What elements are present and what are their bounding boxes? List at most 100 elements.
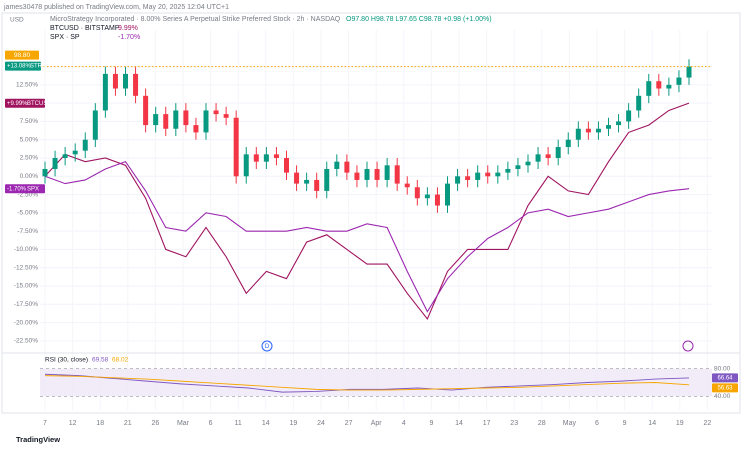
candle-body: [445, 183, 450, 206]
candle-body: [193, 125, 199, 133]
x-tick-label: 24: [317, 420, 325, 427]
y-tick-label: -2.50%: [17, 191, 38, 198]
candle-body: [515, 165, 521, 169]
candle-body: [555, 147, 561, 158]
event-marker-label: D: [265, 344, 270, 350]
candle-body: [203, 110, 209, 133]
rsi-badge: [712, 373, 738, 383]
candle-body: [455, 176, 461, 184]
x-tick-label: 21: [124, 420, 132, 427]
candle-body: [334, 161, 340, 169]
y-tick-label: -20.00%: [14, 319, 38, 326]
series-badge-name: SPX: [27, 186, 39, 192]
y-tick-label: -15.00%: [14, 283, 38, 290]
candle-body: [646, 81, 652, 96]
rsi-legend-value: 69.58: [92, 357, 109, 364]
x-tick-label: 28: [538, 420, 546, 427]
candle-body: [535, 154, 541, 162]
y-tick-label: 2.50%: [20, 155, 39, 162]
candle-body: [384, 165, 390, 180]
candle-body: [82, 139, 88, 151]
x-tick-label: 18: [96, 420, 104, 427]
candle-body: [545, 154, 551, 158]
x-tick-label: May: [563, 420, 577, 427]
rsi-legend-value: 68.02: [112, 357, 129, 364]
candle-body: [606, 125, 611, 129]
strk-badge-value: +13.08%: [7, 64, 32, 70]
candle-body: [424, 194, 430, 199]
rsi-label: RSI (30, close): [45, 357, 88, 364]
x-tick-label: 19: [676, 420, 684, 427]
x-tick-label: 11: [235, 420, 242, 427]
candle-body: [354, 172, 360, 180]
candle-body: [294, 172, 300, 184]
candle-body: [414, 187, 420, 199]
candle-body: [273, 154, 279, 158]
candle-body: [284, 158, 289, 173]
candle-body: [616, 121, 622, 126]
candle-body: [585, 128, 591, 133]
candle-body: [243, 154, 249, 177]
candle-body: [495, 172, 501, 177]
x-tick-label: 9: [429, 420, 433, 427]
y-tick-label: -10.00%: [14, 246, 38, 253]
candle-body: [143, 95, 149, 126]
candle-body: [394, 165, 400, 184]
x-tick-label: 7: [43, 420, 47, 427]
candle-body: [465, 176, 471, 180]
candle-body: [112, 73, 118, 89]
candle-body: [676, 77, 682, 85]
candle-body: [153, 114, 159, 126]
candle-body: [304, 179, 310, 184]
series-badge: [5, 98, 45, 108]
rsi-tick-label: 80.00: [714, 365, 731, 372]
series-badge-name: BTCUSD: [27, 101, 52, 107]
series-badge: [5, 184, 45, 194]
legend-title: MicroStrategy Incorporated · 8.00% Serie…: [50, 16, 341, 23]
y-tick-label: -22.50%: [14, 338, 38, 345]
x-tick-label: 14: [455, 420, 463, 427]
price-badge-text: 98.80: [14, 52, 31, 59]
strk-badge-name: STRK: [30, 64, 46, 70]
candle-body: [163, 114, 169, 129]
frame: [1, 12, 741, 414]
logo: TradingView: [16, 435, 60, 444]
x-tick-label: 27: [345, 420, 353, 427]
candle-body: [505, 168, 511, 173]
candle-body: [666, 84, 672, 89]
rsi-badge-text: 56.63: [717, 385, 733, 391]
rsi-tick-label: 40.00: [714, 393, 731, 400]
event-marker: [261, 340, 273, 352]
candle-body: [62, 154, 68, 158]
candle-body: [626, 110, 632, 122]
x-tick-label: 6: [209, 420, 213, 427]
x-tick-label: 14: [648, 420, 656, 427]
candle-body: [475, 172, 481, 180]
series-line: [44, 373, 690, 393]
x-tick-label: 19: [290, 420, 298, 427]
candle-body: [636, 95, 642, 111]
rsi-badge: [712, 383, 738, 393]
strk-badge: [5, 61, 41, 71]
candle-body: [565, 139, 571, 148]
y-tick-label: -5.00%: [17, 210, 38, 217]
candle-body: [173, 110, 179, 129]
candle-body: [52, 158, 58, 169]
series-line: [44, 375, 690, 391]
candle-body: [404, 183, 410, 188]
x-tick-label: 14: [262, 420, 270, 427]
legend-ohlc: O97.80 H98.78 L97.65 C98.78 +0.98 (+1.00…: [346, 16, 492, 23]
x-tick-label: Mar: [177, 420, 190, 427]
candle-body: [434, 194, 440, 206]
candle-body: [364, 168, 370, 180]
y-tick-label: 12.50%: [16, 82, 38, 89]
y-tick-label: 5.00%: [20, 136, 39, 143]
legend-name: BTCUSD · BITSTAMP: [50, 25, 120, 32]
currency: USD: [10, 17, 24, 24]
x-tick-label: 4: [402, 420, 406, 427]
x-tick-label: 12: [69, 420, 77, 427]
candle-body: [374, 168, 380, 180]
candle-body: [595, 128, 601, 133]
candle-body: [102, 73, 108, 111]
legend-value: 9.99%: [118, 25, 138, 32]
